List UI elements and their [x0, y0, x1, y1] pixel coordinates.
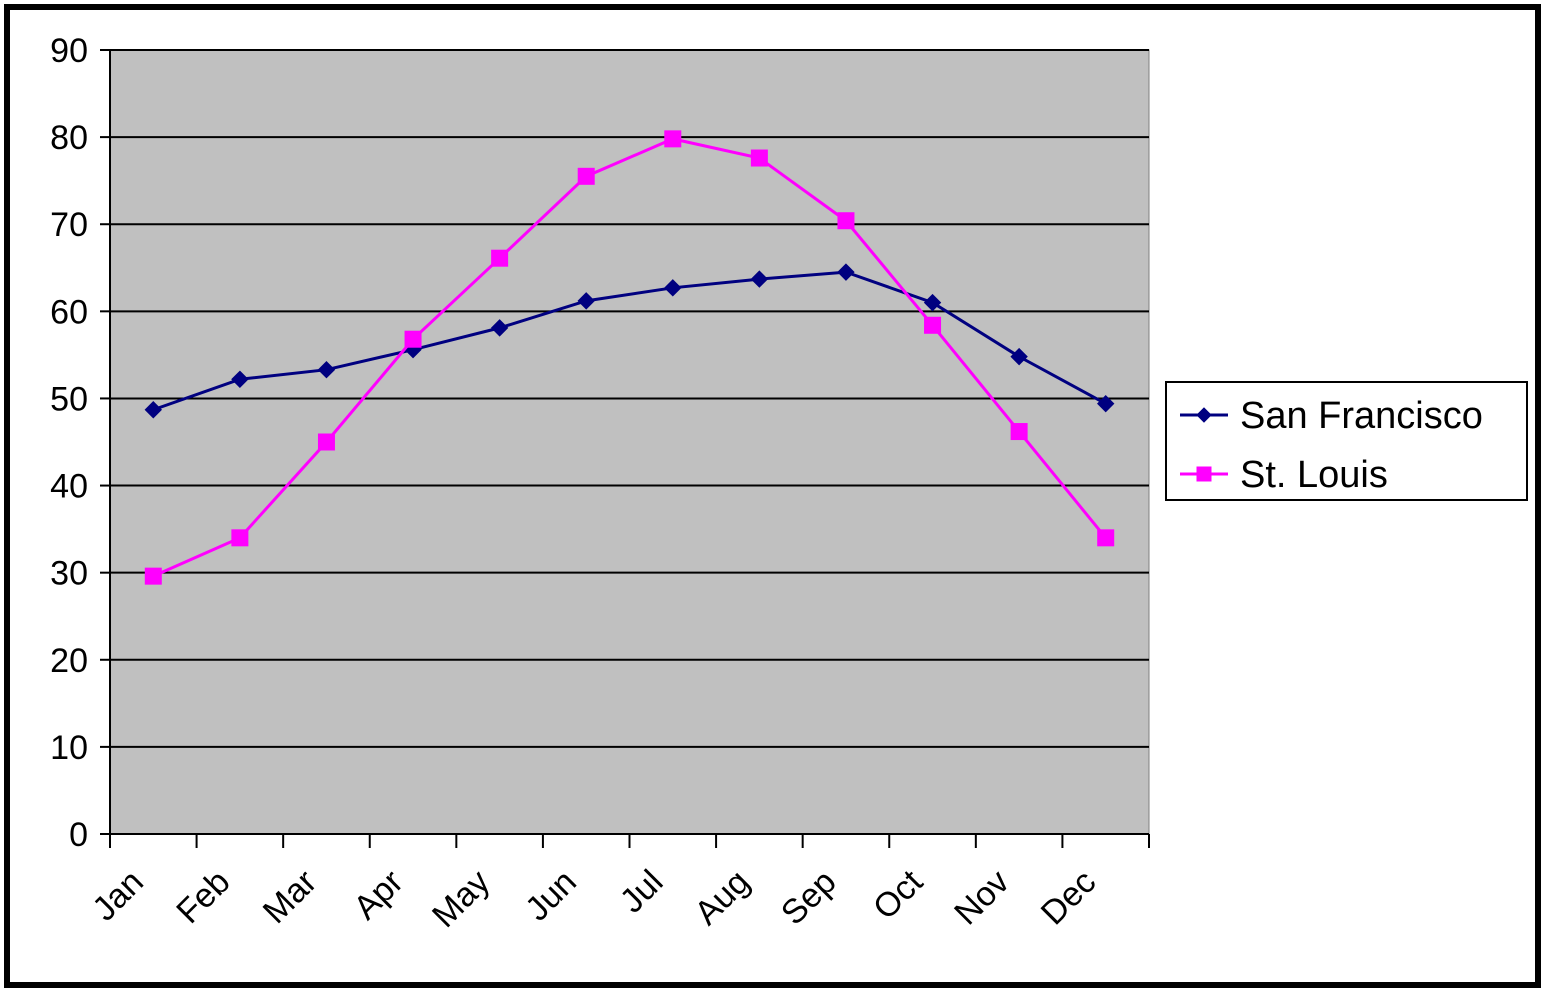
- legend-entry: San Francisco: [1180, 395, 1483, 437]
- series-line: [152, 137, 1107, 578]
- x-tick-label: Nov: [947, 863, 1017, 933]
- legend-label: San Francisco: [1240, 395, 1483, 437]
- series-layer: [144, 130, 1115, 585]
- data-point: [577, 167, 595, 185]
- y-tick-label: 50: [50, 380, 88, 418]
- x-tick-label: Jun: [518, 863, 584, 929]
- data-point: [1010, 423, 1028, 441]
- data-point: [491, 249, 509, 267]
- data-point: [1196, 466, 1212, 482]
- data-point: [231, 529, 249, 547]
- data-point: [144, 401, 162, 419]
- series-line: [152, 270, 1107, 412]
- data-point: [664, 279, 682, 297]
- x-tick-label: Aug: [687, 863, 757, 933]
- data-point: [231, 370, 249, 388]
- y-tick-label: 30: [50, 555, 88, 593]
- data-point: [317, 433, 335, 451]
- x-tick-label: Oct: [866, 862, 931, 927]
- data-point: [750, 149, 768, 167]
- data-point: [1010, 347, 1028, 366]
- x-axis-ticks: Jan Feb Mar Apr May Jun Jul Aug Sep Oct Nov Dec: [85, 834, 1150, 935]
- gridlines: [110, 49, 1149, 748]
- x-tick-label: Apr: [346, 863, 410, 927]
- x-tick-label: Feb: [169, 863, 237, 931]
- x-tick-label: May: [425, 863, 497, 935]
- y-tick-label: 80: [50, 119, 88, 157]
- x-tick-label: Sep: [774, 863, 844, 933]
- legend-label: St. Louis: [1240, 454, 1388, 496]
- y-tick-label: 0: [69, 816, 88, 854]
- legend-box: [1165, 381, 1528, 501]
- data-point: [404, 330, 422, 348]
- y-tick-label: 90: [50, 32, 88, 70]
- data-point: [664, 130, 682, 148]
- legend: San Francisco St. Louis: [1165, 381, 1528, 501]
- y-tick-label: 40: [50, 468, 88, 506]
- x-tick-label: Mar: [256, 863, 324, 931]
- x-tick-label: Dec: [1034, 863, 1104, 933]
- data-point: [490, 319, 509, 337]
- data-point: [923, 293, 942, 312]
- plot-area: [109, 49, 1150, 835]
- series-2: [144, 130, 1115, 585]
- data-point: [317, 360, 336, 379]
- x-tick-label: Jul: [613, 863, 671, 921]
- y-tick-label: 20: [50, 642, 88, 680]
- data-point: [837, 263, 855, 281]
- data-point: [837, 212, 855, 230]
- data-point: [750, 270, 769, 288]
- data-point: [1097, 394, 1115, 413]
- data-point: [577, 292, 595, 310]
- data-point: [1097, 529, 1115, 547]
- y-axis-ticks: 0 10 20 30 40 50 60 70 80 90: [50, 32, 110, 854]
- y-tick-label: 60: [50, 293, 88, 331]
- x-tick-label: Jan: [85, 863, 151, 929]
- data-point: [1196, 407, 1212, 423]
- data-point: [924, 316, 942, 334]
- y-tick-label: 10: [50, 729, 88, 767]
- legend-entry: St. Louis: [1180, 454, 1388, 496]
- y-tick-label: 70: [50, 206, 88, 244]
- series-1: [144, 263, 1115, 419]
- data-point: [144, 567, 162, 585]
